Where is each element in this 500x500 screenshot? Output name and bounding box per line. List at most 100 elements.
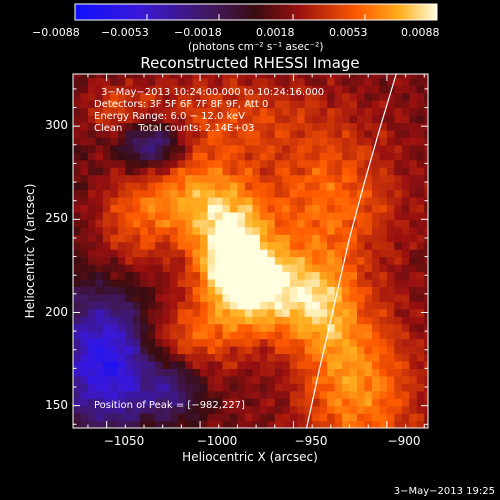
heatmap-cell [416, 107, 425, 116]
heatmap-cell [409, 196, 418, 206]
heatmap-cell [267, 360, 276, 369]
heatmap-cell [147, 167, 156, 176]
heatmap-cell [357, 346, 366, 355]
heatmap-cell [222, 129, 231, 138]
heatmap-cell [132, 234, 141, 243]
heatmap-cell [364, 338, 373, 347]
heatmap-cell [95, 308, 104, 317]
heatmap-cell [177, 129, 186, 138]
heatmap-cell [274, 271, 283, 280]
heatmap-cell [237, 241, 246, 250]
heatmap-cell [304, 256, 313, 265]
heatmap-cell [371, 338, 381, 347]
heatmap-cell [319, 405, 328, 414]
heatmap-cell [274, 241, 283, 250]
heatmap-cell [192, 331, 201, 340]
heatmap-cell [386, 122, 395, 131]
heatmap-cell [304, 331, 313, 340]
x-axis-label: Heliocentric X (arcsec) [182, 450, 318, 464]
heatmap-cell [200, 323, 209, 332]
heatmap-cell [409, 122, 418, 131]
heatmap-cell [155, 107, 164, 116]
heatmap-cell [170, 383, 179, 392]
y-tick-label: 200 [45, 305, 68, 319]
heatmap-cell [73, 331, 82, 340]
heatmap-cell [155, 331, 164, 340]
heatmap-cell [401, 226, 410, 235]
heatmap-cell [304, 226, 313, 235]
heatmap-cell [170, 301, 179, 310]
heatmap-cell [222, 316, 231, 325]
heatmap-cell [140, 241, 149, 250]
heatmap-cell [73, 383, 82, 392]
heatmap-cell [80, 398, 89, 407]
heatmap-cell [334, 338, 343, 347]
heatmap-cell [319, 271, 328, 280]
heatmap-cell [312, 144, 321, 153]
heatmap-cell [267, 413, 276, 422]
heatmap-cell [252, 383, 261, 392]
heatmap-cell [282, 129, 291, 138]
heatmap-cell [125, 92, 134, 101]
heatmap-cell [110, 122, 119, 131]
heatmap-cell [222, 234, 231, 243]
heatmap-cell [102, 100, 111, 109]
heatmap-cell [364, 264, 373, 273]
heatmap-cell [162, 346, 171, 355]
heatmap-cell [289, 92, 298, 101]
heatmap-cell [267, 375, 276, 384]
heatmap-cell [162, 129, 171, 138]
heatmap-cell [192, 219, 201, 228]
heatmap-cell [73, 323, 82, 332]
heatmap-cell [379, 107, 388, 116]
heatmap-cell [267, 189, 276, 198]
heatmap-cell [259, 293, 268, 302]
heatmap-cell [379, 420, 388, 428]
heatmap-cell [319, 316, 328, 325]
heatmap-cell [274, 308, 283, 317]
heatmap-cell [424, 114, 428, 124]
heatmap-cell [401, 159, 410, 168]
heatmap-cell [386, 323, 395, 332]
heatmap-cell [342, 360, 351, 369]
heatmap-cell [207, 226, 216, 235]
heatmap-cell [87, 74, 97, 79]
heatmap-cell [349, 167, 358, 176]
heatmap-cell [342, 92, 351, 101]
x-tick-label: −950 [295, 434, 328, 448]
heatmap-cell [364, 278, 373, 287]
heatmap-cell [342, 308, 351, 317]
heatmap-cell [386, 241, 395, 250]
heatmap-cell [95, 264, 104, 273]
heatmap-cell [289, 256, 298, 265]
heatmap-cell [140, 308, 149, 317]
heatmap-cell [185, 301, 194, 310]
heatmap-cell [312, 137, 321, 146]
heatmap-cell [416, 182, 425, 191]
heatmap-cell [259, 308, 268, 317]
heatmap-cell [327, 398, 336, 407]
heatmap-cell [259, 189, 268, 198]
heatmap-cell [207, 383, 216, 392]
heatmap-cell [147, 159, 156, 168]
heatmap-cell [117, 107, 126, 116]
heatmap-cell [244, 174, 253, 183]
heatmap-cell [87, 189, 97, 198]
heatmap-cell [416, 264, 425, 273]
heatmap-cell [364, 219, 373, 228]
heatmap-cell [215, 219, 224, 228]
heatmap-cell [274, 383, 283, 392]
heatmap-cell [267, 286, 276, 295]
heatmap-cell [147, 420, 156, 428]
heatmap-cell [371, 413, 381, 422]
heatmap-cell [155, 211, 164, 220]
heatmap-cell [155, 204, 164, 213]
heatmap-cell [200, 413, 209, 422]
heatmap-cell [401, 338, 410, 347]
heatmap-cell [371, 286, 381, 295]
heatmap-cell [87, 174, 97, 183]
heatmap-cell [312, 241, 321, 250]
heatmap-cell [371, 293, 381, 302]
heatmap-cell [207, 293, 216, 302]
heatmap-cell [386, 316, 395, 325]
